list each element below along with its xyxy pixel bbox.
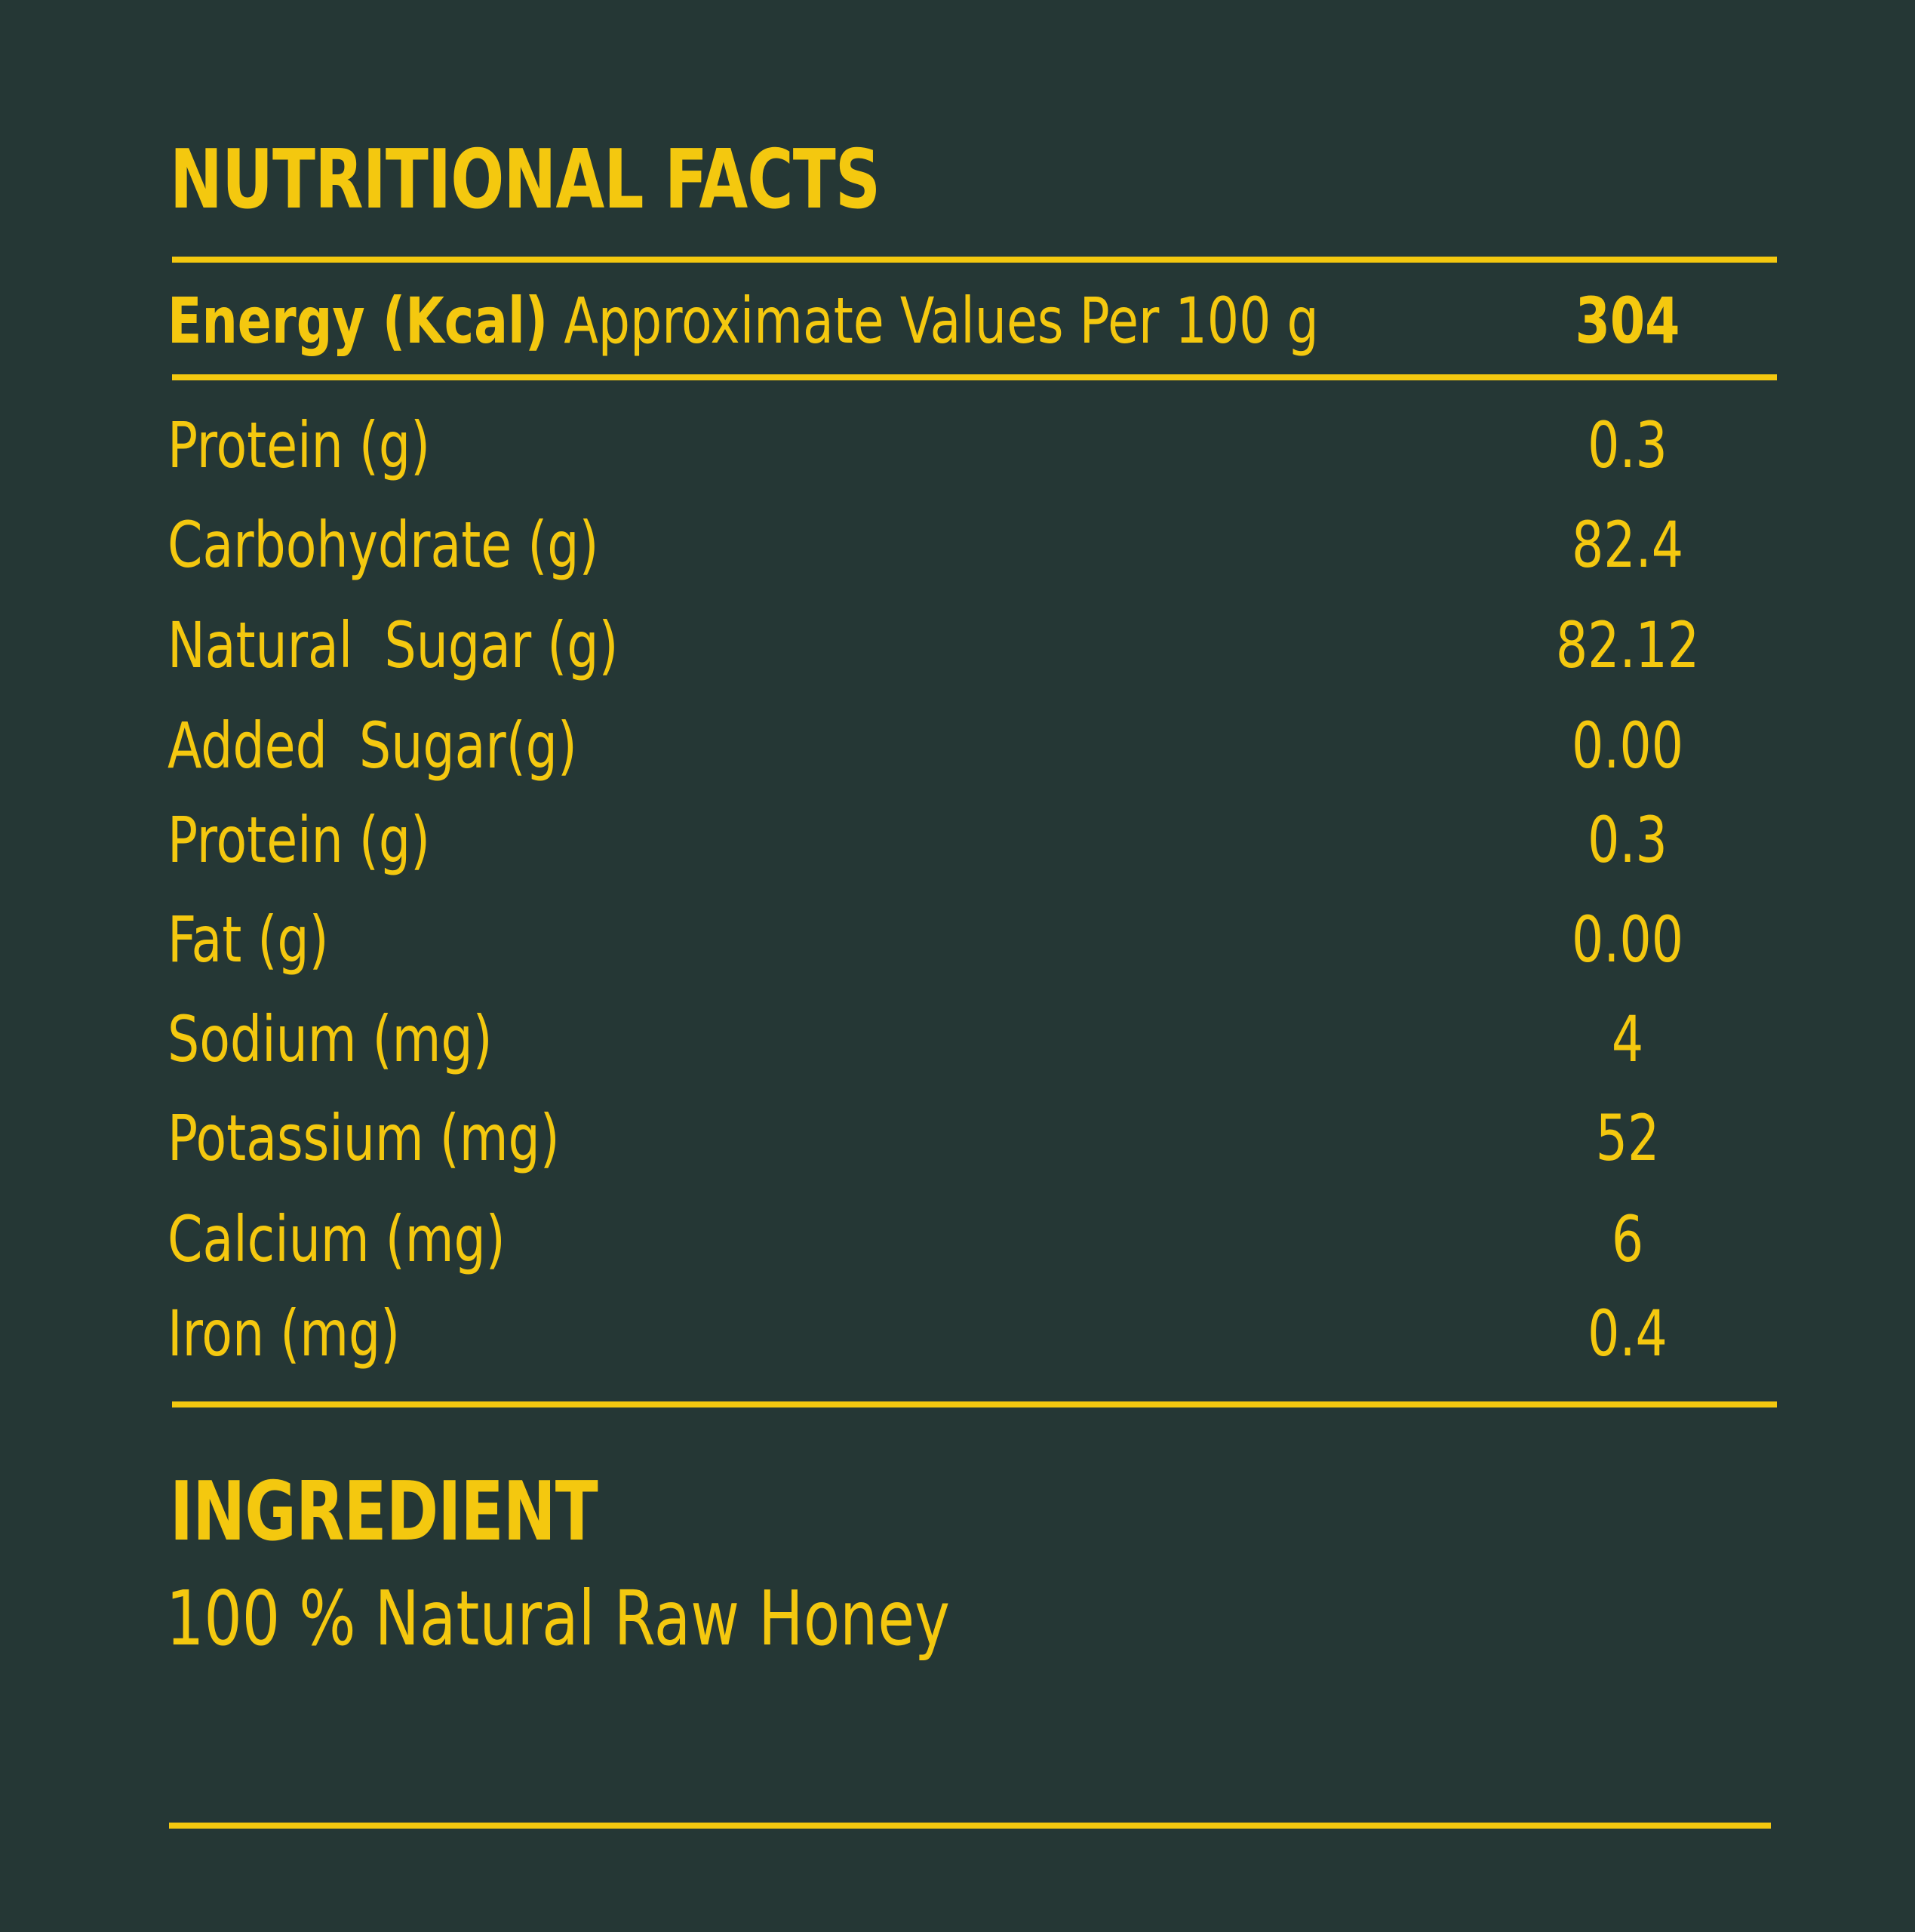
nutrient-value: 52 [1595,1101,1660,1175]
nutrient-value: 6 [1611,1202,1644,1276]
nutrient-label: Sodium (mg) [168,1002,493,1076]
nutrient-value: 0.4 [1588,1297,1668,1371]
nutrient-label: Potassium (mg) [168,1101,560,1175]
energy-row: Energy (Kcal) Approximate Values Per 100… [168,279,1777,362]
nutrient-row-fat: Fat (g) 0.00 [168,898,1777,981]
nutrient-row-protein: Protein (g) 0.3 [168,404,1777,487]
nutrient-row-calcium: Calcium (mg) 6 [168,1198,1777,1281]
nutrient-value: 82.4 [1571,508,1684,582]
energy-value: 304 [1575,284,1680,358]
nutrient-value: 0.3 [1588,408,1668,482]
nutrient-row-carbohydrate: Carbohydrate (g) 82.4 [168,503,1777,586]
nutrient-label: Fat (g) [168,903,329,977]
nutrient-label: Protein (g) [168,803,431,877]
energy-label: Energy (Kcal) Approximate Values Per 100… [168,284,1319,358]
nutrient-row-added-sugar: Added Sugar(g) 0.00 [168,704,1777,787]
nutrient-row-natural-sugar: Natural Sugar (g) 82.12 [168,604,1777,687]
nutrition-title: NUTRITIONAL FACTS [170,133,881,227]
nutrient-value: 0.00 [1571,709,1684,783]
nutrient-row-protein-2: Protein (g) 0.3 [168,798,1777,881]
energy-label-rest: Approximate Values Per 100 g [548,284,1319,358]
energy-label-bold: Energy (Kcal) [168,284,549,358]
nutrient-label: Natural Sugar (g) [168,608,619,682]
nutrient-value: 0.3 [1588,803,1668,877]
nutrient-label: Protein (g) [168,408,431,482]
nutrient-label: Calcium (mg) [168,1202,506,1276]
ingredient-text: 100 % Natural Raw Honey [166,1574,950,1663]
nutrient-value: 4 [1611,1002,1644,1076]
ingredient-heading: INGREDIENT [170,1465,598,1559]
energy-divider [172,374,1777,380]
nutrient-row-iron: Iron (mg) 0.4 [168,1292,1777,1375]
top-divider [172,257,1777,263]
nutrient-label: Carbohydrate (g) [168,508,599,582]
nutrient-value: 82.12 [1555,608,1700,682]
nutrient-label: Iron (mg) [168,1297,401,1371]
nutrient-value: 0.00 [1571,903,1684,977]
nutrient-row-potassium: Potassium (mg) 52 [168,1097,1777,1180]
table-bottom-divider [172,1401,1777,1407]
nutrient-label: Added Sugar(g) [168,709,577,783]
nutrient-row-sodium: Sodium (mg) 4 [168,998,1777,1081]
bottom-divider [169,1823,1771,1829]
